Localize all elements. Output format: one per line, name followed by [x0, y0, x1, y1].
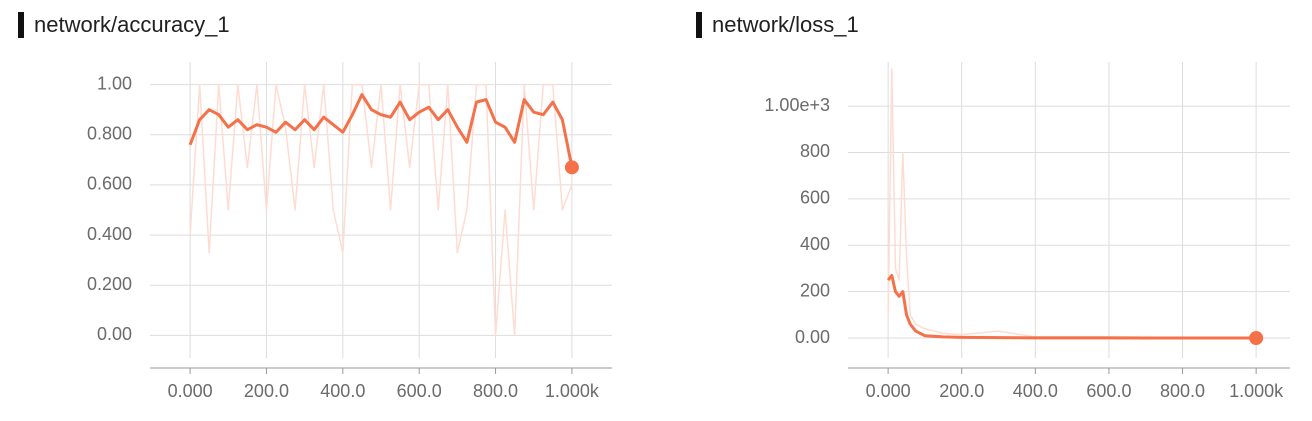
y-tick-label: 0.00 — [97, 324, 132, 344]
y-tick-label: 0.00 — [795, 327, 830, 347]
x-tick-label: 400.0 — [1013, 381, 1058, 401]
y-tick-label: 0.600 — [87, 174, 132, 194]
title-marker — [18, 12, 24, 38]
end-point — [564, 160, 579, 175]
smoothed-line — [188, 93, 574, 168]
y-tick-label: 400 — [800, 234, 830, 254]
y-tick-label: 1.00e+3 — [764, 95, 830, 115]
y-tick-label: 0.200 — [87, 274, 132, 294]
title-marker — [696, 12, 702, 38]
x-tick-label: 200.0 — [939, 381, 984, 401]
smoothed-line — [886, 273, 1257, 340]
x-tick-label: 200.0 — [244, 381, 289, 401]
chart-title: network/accuracy_1 — [34, 12, 230, 37]
raw-line — [887, 68, 1257, 339]
x-tick-label: 1.000k — [545, 381, 600, 401]
x-tick-label: 600.0 — [397, 381, 442, 401]
x-tick-label: 0.000 — [168, 381, 213, 401]
x-tick-label: 400.0 — [320, 381, 365, 401]
y-tick-label: 200 — [800, 280, 830, 300]
x-tick-label: 1.000k — [1229, 381, 1284, 401]
end-point — [1249, 331, 1264, 346]
raw-line — [189, 83, 573, 337]
x-tick-label: 800.0 — [473, 381, 518, 401]
y-tick-label: 0.800 — [87, 123, 132, 143]
x-tick-label: 0.000 — [866, 381, 911, 401]
x-tick-label: 600.0 — [1086, 381, 1131, 401]
y-tick-label: 800 — [800, 141, 830, 161]
y-tick-label: 600 — [800, 188, 830, 208]
y-tick-label: 1.00 — [97, 73, 132, 93]
chart-title: network/loss_1 — [712, 12, 859, 37]
x-tick-label: 800.0 — [1160, 381, 1205, 401]
y-tick-label: 0.400 — [87, 224, 132, 244]
